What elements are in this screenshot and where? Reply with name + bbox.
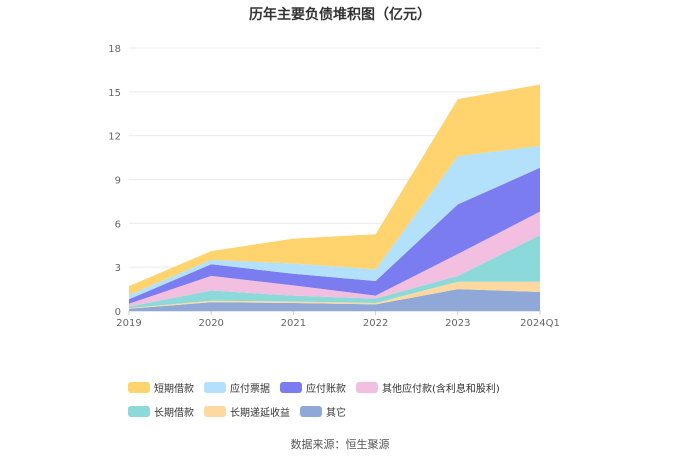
y-tick-label: 0 (115, 307, 121, 318)
legend-item[interactable]: 长期借款 (128, 404, 194, 419)
x-tick-label: 2024Q1 (520, 318, 560, 329)
data-source: 数据来源：恒生聚源 (290, 438, 390, 451)
legend-swatch (204, 406, 226, 417)
y-tick-label: 15 (108, 88, 121, 99)
legend-swatch (300, 406, 322, 417)
legend-label: 应付账款 (306, 384, 346, 395)
legend-swatch (356, 382, 378, 393)
stacked-area-chart: 0 3 6 9 12 15 18 2019 2020 2021 2022 2023 2024Q1 (108, 44, 560, 329)
x-tick-label: 2022 (363, 318, 388, 329)
y-tick-label: 18 (108, 44, 121, 55)
x-tick-label: 2019 (116, 318, 141, 329)
legend-swatch (204, 382, 226, 393)
legend-label: 其它 (326, 408, 346, 419)
chart-legend: 短期借款 应付票据 应付账款 其他应付款(含利息和股利) 长期借款 长期递延收益 其它 (128, 378, 568, 426)
legend-item[interactable]: 长期递延收益 (204, 404, 290, 419)
legend-label: 长期借款 (154, 408, 194, 419)
legend-swatch (280, 382, 302, 393)
x-tick-label: 2020 (198, 318, 223, 329)
y-tick-label: 6 (115, 219, 121, 230)
legend-item[interactable]: 其它 (300, 404, 346, 419)
area-series (129, 167, 540, 304)
legend-item[interactable]: 其他应付款(含利息和股利) (356, 380, 500, 395)
y-tick-label: 3 (115, 263, 121, 274)
legend-label: 其他应付款(含利息和股利) (382, 384, 500, 395)
area-series (129, 211, 540, 307)
chart-title: 历年主要负债堆积图（亿元） (249, 7, 431, 23)
area-series (129, 145, 540, 300)
legend-item[interactable]: 应付账款 (280, 380, 346, 395)
legend-item[interactable]: 应付票据 (204, 380, 270, 395)
area-series (129, 281, 540, 309)
y-tick-label: 12 (108, 132, 121, 143)
legend-label: 长期递延收益 (230, 408, 290, 419)
area-series (129, 289, 540, 311)
legend-item[interactable]: 短期借款 (128, 380, 194, 395)
legend-label: 应付票据 (230, 384, 270, 395)
x-tick-label: 2023 (445, 318, 470, 329)
x-tick-label: 2021 (281, 318, 306, 329)
legend-label: 短期借款 (154, 384, 194, 395)
area-series (129, 235, 540, 309)
legend-swatch (128, 406, 150, 417)
legend-swatch (128, 382, 150, 393)
y-tick-label: 9 (115, 176, 121, 187)
area-series (129, 84, 540, 295)
